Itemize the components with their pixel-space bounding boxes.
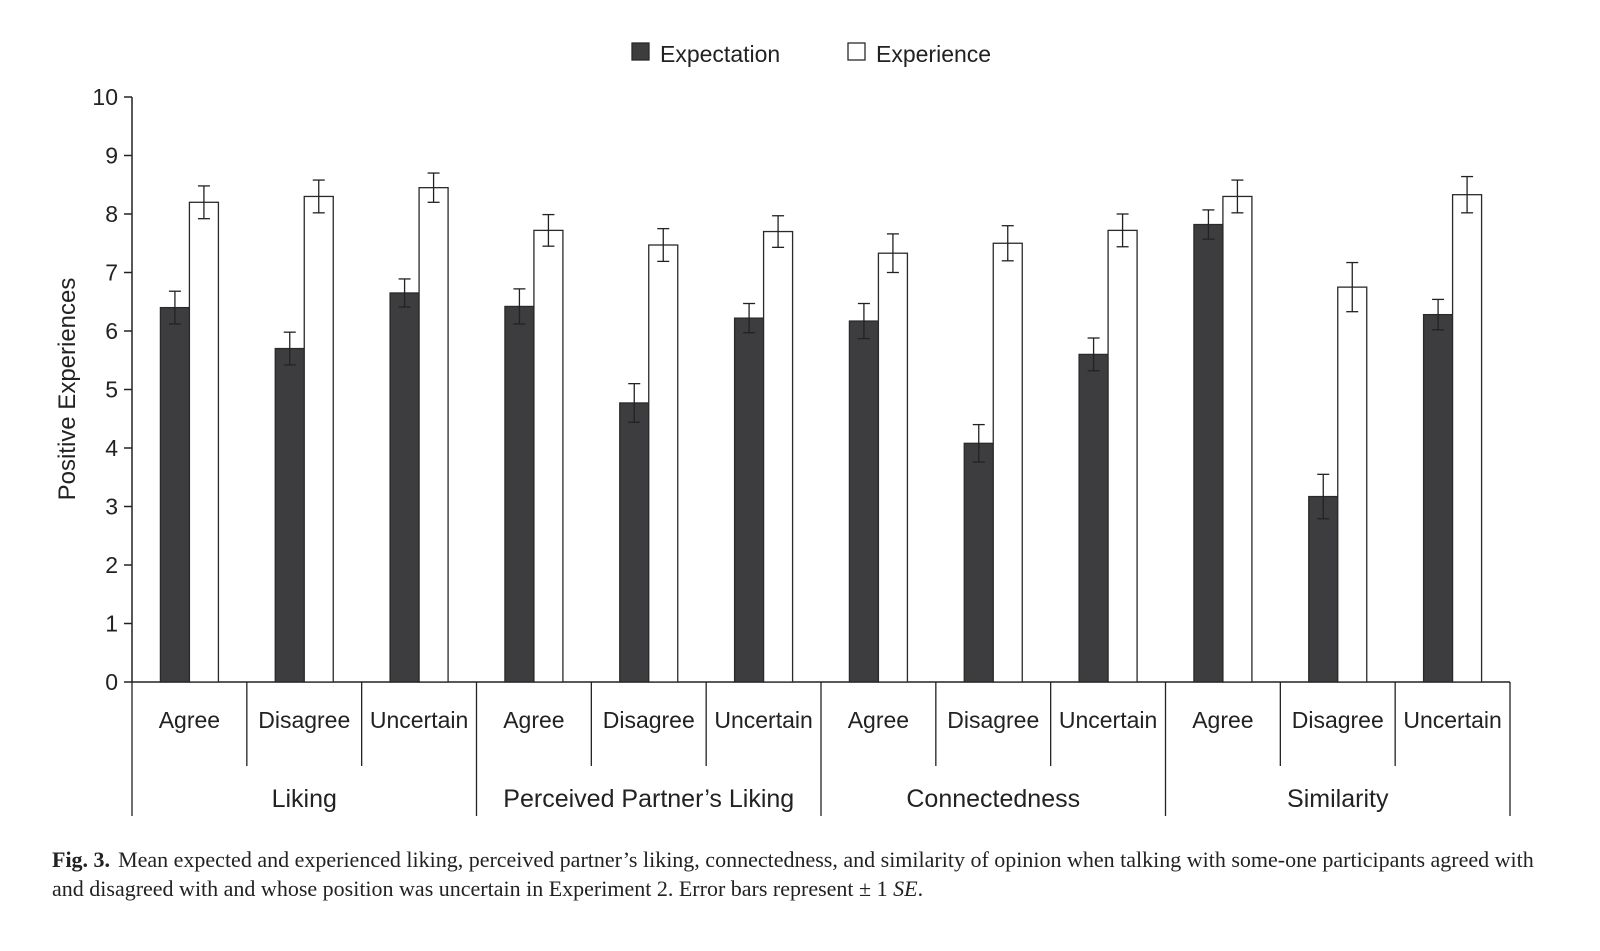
y-tick-label: 5 (105, 377, 118, 403)
x-category-label: Agree (1192, 707, 1253, 733)
x-category-label: Disagree (1292, 707, 1384, 733)
bar-expectation (619, 402, 650, 683)
bar-expectation (1308, 495, 1339, 683)
figure-caption: Fig. 3. Mean expected and experienced lik… (52, 845, 1552, 903)
x-category-label: Uncertain (714, 707, 812, 733)
bar-experience (418, 187, 449, 683)
bar-chart: 0 1 2 3 4 5 6 7 8 9 10 Positive Experiences Agree Dis… (54, 41, 1511, 816)
bar-experience (303, 195, 334, 683)
y-tick-label: 3 (105, 494, 118, 520)
y-tick-label: 6 (105, 318, 118, 344)
y-axis-title: Positive Experiences (54, 278, 81, 501)
y-tick-label: 7 (105, 260, 118, 286)
legend-label-expectation: Expectation (660, 41, 780, 67)
bar-experience (1451, 194, 1483, 683)
y-tick-label: 2 (105, 552, 118, 578)
x-group-label: Connectedness (906, 785, 1080, 813)
x-group-label: Similarity (1287, 785, 1389, 813)
bar-experience (992, 242, 1023, 683)
bar-expectation (159, 306, 191, 683)
bar-expectation (733, 317, 765, 683)
bar-experience (1222, 195, 1253, 683)
bar-experience (762, 230, 794, 683)
y-tick-label: 0 (105, 669, 118, 695)
x-category-label: Agree (503, 707, 564, 733)
x-group-label: Liking (272, 785, 337, 813)
x-category-label: Uncertain (1059, 707, 1157, 733)
bar-experience (188, 201, 220, 683)
bar-expectation (504, 305, 535, 683)
y-tick-label: 1 (105, 611, 118, 637)
bar-expectation (963, 442, 994, 683)
bar-expectation (1193, 223, 1224, 683)
bar-expectation (389, 292, 420, 683)
caption-end: . (917, 876, 924, 901)
bar-expectation (274, 347, 305, 683)
bar-expectation (1078, 353, 1109, 683)
bar-experience (533, 229, 564, 683)
legend-label-experience: Experience (876, 41, 991, 67)
caption-se: SE (893, 876, 918, 901)
x-category-label: Disagree (947, 707, 1039, 733)
bar-experience (1107, 229, 1138, 683)
x-group-label: Perceived Partner’s Liking (503, 785, 794, 813)
y-tick-label: 4 (105, 435, 118, 461)
bar-experience (877, 252, 909, 683)
y-tick-label: 8 (105, 201, 118, 227)
caption-text: Mean expected and experienced liking, pe… (52, 847, 1534, 901)
x-category-label: Disagree (258, 707, 350, 733)
y-tick-label: 10 (92, 84, 118, 110)
bar-experience (648, 244, 679, 683)
bar-experience (1337, 286, 1368, 683)
legend-swatch-experience (847, 42, 866, 61)
x-category-label: Uncertain (370, 707, 468, 733)
x-category-label: Uncertain (1403, 707, 1501, 733)
x-category-label: Disagree (603, 707, 695, 733)
legend-swatch-expectation (631, 42, 650, 61)
x-category-label: Agree (848, 707, 909, 733)
bar-expectation (848, 320, 880, 683)
y-tick-label: 9 (105, 143, 118, 169)
caption-label: Fig. 3. (52, 847, 111, 872)
x-category-label: Agree (159, 707, 220, 733)
bar-expectation (1422, 313, 1454, 683)
